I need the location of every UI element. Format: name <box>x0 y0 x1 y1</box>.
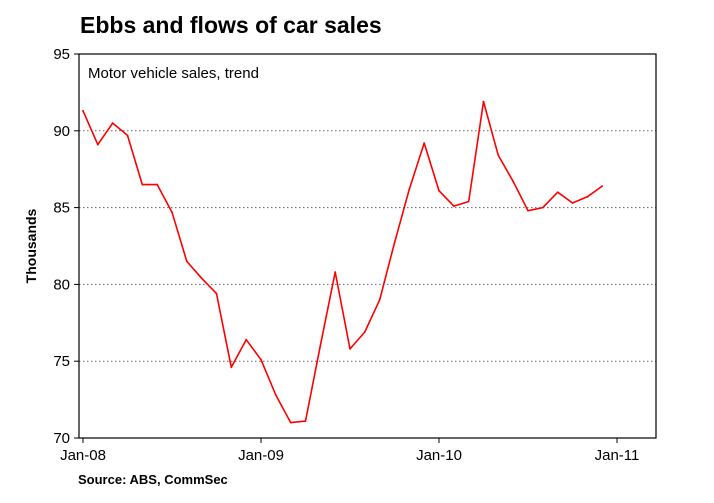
data-point <box>527 209 529 212</box>
data-point <box>423 142 426 144</box>
y-tick-label: 85 <box>53 200 70 217</box>
gridlines <box>79 130 656 362</box>
data-point <box>586 195 589 198</box>
source-note: Source: ABS, CommSec <box>78 472 228 487</box>
series <box>82 100 604 424</box>
data-point <box>363 331 366 333</box>
data-point <box>319 344 322 347</box>
x-tick-label: Jan-08 <box>60 447 106 464</box>
data-point <box>541 206 544 209</box>
data-point <box>200 277 203 280</box>
data-point <box>260 358 262 361</box>
y-axis-label: Thousands <box>23 208 39 283</box>
plot-area-frame <box>78 53 657 439</box>
data-point <box>156 183 159 186</box>
data-point <box>245 338 248 341</box>
data-point <box>289 421 292 424</box>
data-point <box>467 200 470 203</box>
data-point <box>304 420 307 423</box>
y-tick-label: 70 <box>53 430 70 447</box>
y-axis: 70 75 80 85 90 95 <box>53 46 79 447</box>
data-point <box>96 143 99 146</box>
data-point <box>141 183 144 186</box>
x-axis: Jan-08 Jan-09 Jan-10 Jan-11 <box>60 438 639 464</box>
y-tick-label: 80 <box>53 276 70 293</box>
series-line <box>82 100 603 424</box>
data-point <box>393 242 396 244</box>
data-point <box>408 188 411 191</box>
data-point <box>438 189 440 192</box>
data-point <box>274 394 277 396</box>
chart-subtitle: Motor vehicle sales, trend <box>88 65 259 82</box>
data-point <box>334 271 337 274</box>
y-tick-label: 75 <box>53 353 70 370</box>
data-point <box>556 191 559 194</box>
data-point <box>482 100 485 103</box>
data-point <box>126 134 129 137</box>
y-tick-label: 95 <box>53 46 70 63</box>
data-point <box>111 122 114 125</box>
x-tick-label: Jan-10 <box>416 447 462 464</box>
data-point <box>171 211 173 214</box>
data-point <box>512 180 515 183</box>
data-point <box>349 348 351 350</box>
data-point <box>215 292 218 295</box>
y-tick-label: 90 <box>53 123 70 140</box>
data-point <box>452 205 455 207</box>
data-point <box>497 154 500 157</box>
data-point <box>601 185 604 187</box>
data-point <box>230 366 233 369</box>
data-point <box>378 298 381 301</box>
data-point <box>82 109 84 112</box>
x-tick-label: Jan-09 <box>238 447 284 464</box>
data-point <box>571 202 574 204</box>
data-point <box>185 260 188 263</box>
chart-title: Ebbs and flows of car sales <box>80 12 382 38</box>
x-tick-label: Jan-11 <box>595 447 640 464</box>
